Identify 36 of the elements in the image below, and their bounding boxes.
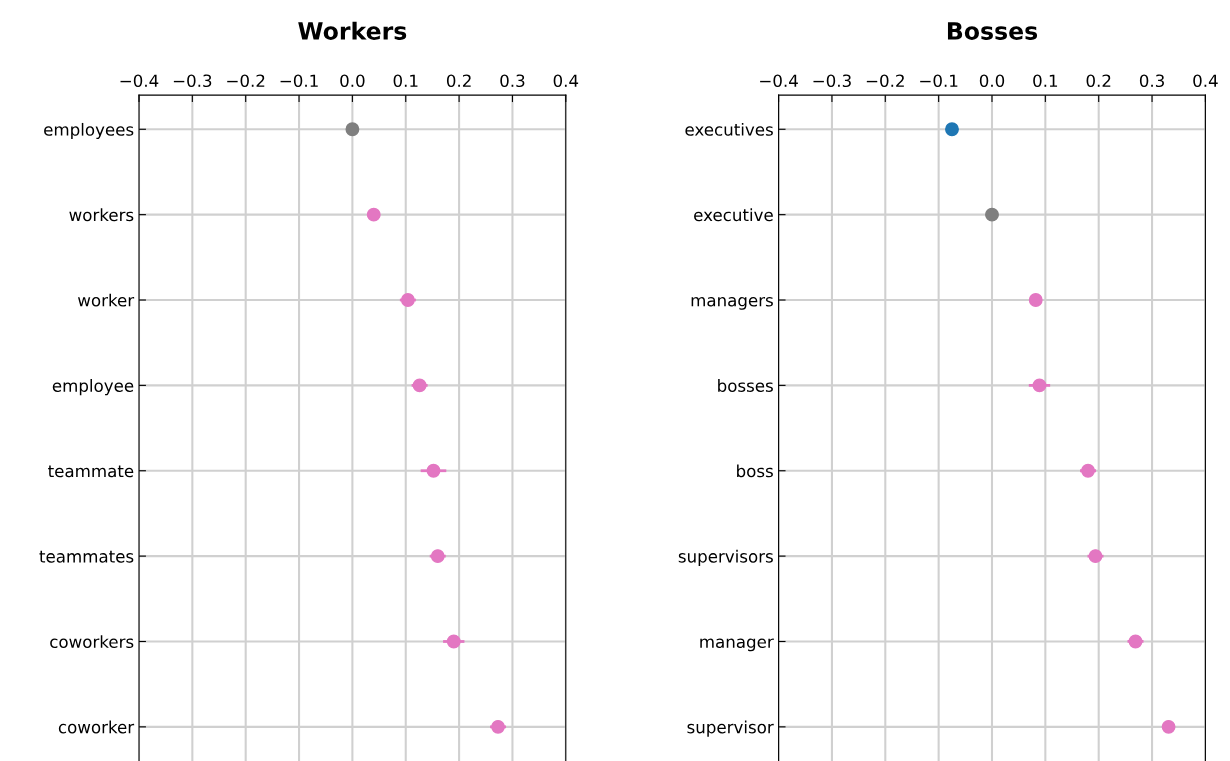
x-tick-label: −0.4 bbox=[120, 74, 159, 88]
y-tick-label: teammates bbox=[39, 550, 134, 563]
y-tick-label: coworker bbox=[58, 720, 135, 734]
y-tick-label: employees bbox=[44, 122, 134, 140]
chart-title: Bosses bbox=[947, 22, 1038, 40]
x-tick-label: −0.4 bbox=[760, 74, 798, 88]
x-tick-label: 0.1 bbox=[393, 74, 418, 88]
y-tick-label: executives bbox=[685, 122, 773, 136]
x-tick-label: −0.2 bbox=[866, 74, 904, 88]
x-tick-label: 0.4 bbox=[553, 74, 579, 88]
x-tick-label: 0.3 bbox=[1139, 74, 1164, 88]
x-tick-label: 0.1 bbox=[1033, 74, 1058, 88]
x-tick-label: −0.1 bbox=[280, 74, 318, 88]
y-tick-label: manager bbox=[700, 638, 774, 652]
y-tick-label: worker bbox=[78, 293, 135, 307]
x-tick-label: −0.2 bbox=[227, 74, 265, 88]
x-tick-label: 0.0 bbox=[979, 74, 1005, 88]
y-tick-label: boss bbox=[737, 464, 773, 478]
x-tick-label: −0.1 bbox=[920, 74, 958, 88]
y-tick-label: managers bbox=[691, 297, 773, 310]
y-tick-label: workers bbox=[69, 208, 134, 222]
x-tick-label: 0.2 bbox=[446, 74, 471, 88]
y-tick-label: employee bbox=[52, 379, 134, 396]
x-tick-label: 0.0 bbox=[340, 74, 365, 88]
x-tick-label: 0.4 bbox=[1193, 74, 1218, 88]
y-tick-label: supervisor bbox=[687, 720, 774, 737]
y-tick-label: coworkers bbox=[50, 635, 134, 649]
y-tick-label: supervisors bbox=[678, 549, 773, 566]
x-tick-label: 0.2 bbox=[1086, 74, 1111, 88]
y-tick-label: executive bbox=[694, 208, 773, 222]
x-tick-label: −0.3 bbox=[813, 74, 851, 88]
x-tick-label: 0.3 bbox=[500, 74, 525, 88]
x-tick-label: −0.3 bbox=[173, 74, 212, 88]
y-tick-label: teammate bbox=[48, 465, 134, 478]
chart-title: Workers bbox=[298, 21, 407, 40]
y-tick-label: bosses bbox=[718, 379, 773, 392]
